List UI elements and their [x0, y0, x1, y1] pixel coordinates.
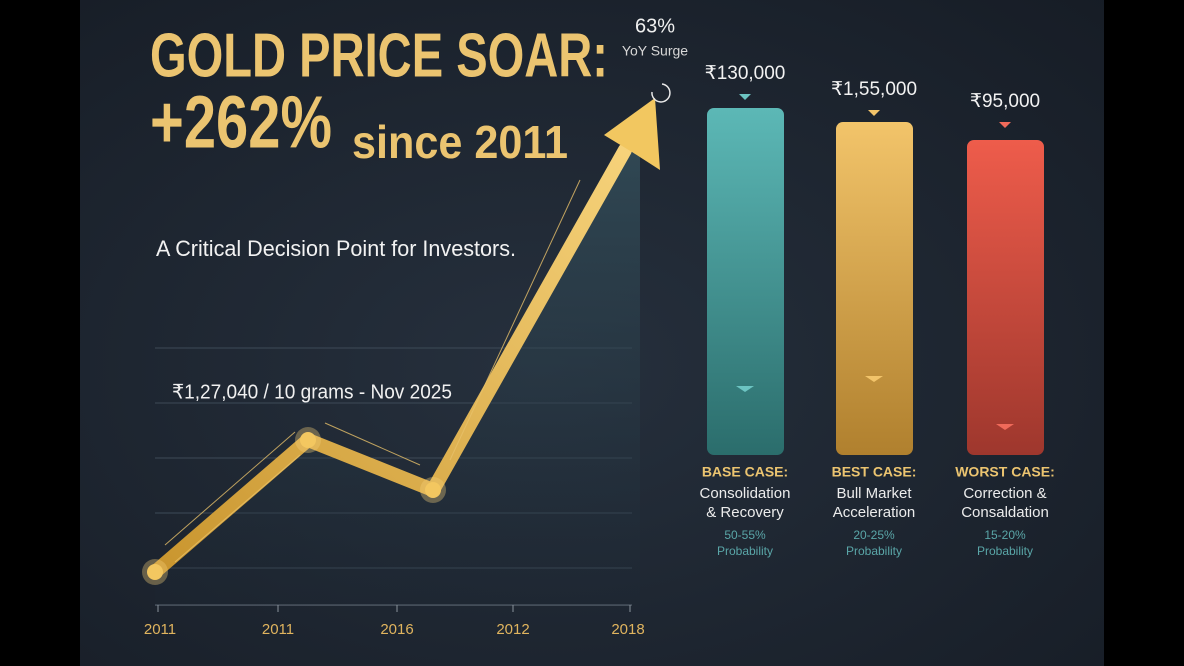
scenario-description: Bull Market — [836, 485, 912, 502]
pointer — [739, 94, 751, 100]
scenario-case: BASE CASE: — [702, 464, 788, 480]
x-ticks — [157, 605, 631, 612]
callout-label: YoY Surge — [622, 43, 688, 59]
subtitle: A Critical Decision Point for Investors. — [156, 236, 516, 261]
scenario-price: ₹95,000 — [970, 91, 1040, 112]
x-label: 2018 — [611, 621, 644, 638]
scenario-description: & Recovery — [706, 504, 784, 521]
scenario-price: ₹130,000 — [705, 63, 786, 84]
x-label: 2012 — [496, 621, 529, 638]
scenario-bar — [967, 140, 1044, 455]
pointer — [999, 122, 1011, 128]
scenario-description: Consaldation — [961, 504, 1049, 521]
title-figure: +262% — [150, 81, 332, 164]
scenario-price: ₹1,55,000 — [831, 79, 917, 100]
scenario-probability: 50-55% — [724, 528, 766, 542]
x-label: 2016 — [380, 621, 413, 638]
scenarios: ₹130,000 BASE CASE: Consolidation & Recover… — [700, 63, 1055, 558]
scenario-probability: Probability — [977, 544, 1033, 558]
scenario-probability: 15-20% — [984, 528, 1026, 542]
scenario-description: Consolidation — [700, 485, 791, 502]
callout-value: 63% — [635, 15, 675, 37]
x-labels: 2011 2011 2016 2012 2018 — [144, 621, 645, 638]
scenario-case: BEST CASE: — [832, 464, 917, 480]
scenario-bar — [836, 122, 913, 455]
trend-line — [148, 143, 632, 579]
arrow-head — [604, 98, 660, 170]
callout-icon — [651, 83, 671, 103]
annotation: ₹1,27,040 / 10 grams - Nov 2025 — [172, 381, 452, 403]
scenario-case: WORST CASE: — [955, 464, 1055, 480]
scenario-bar — [707, 108, 784, 455]
area — [155, 125, 640, 605]
pointer — [868, 110, 880, 116]
title: GOLD PRICE SOAR: — [150, 21, 608, 90]
bar-marker — [996, 424, 1014, 430]
scenario-probability: Probability — [846, 544, 902, 558]
scenario-description: Correction & — [963, 485, 1046, 502]
title-suffix: since 2011 — [352, 116, 568, 168]
guide-lines — [164, 179, 581, 563]
scenario-probability: Probability — [717, 544, 773, 558]
markers — [142, 427, 446, 585]
x-label: 2011 — [144, 621, 176, 638]
bar-marker — [865, 376, 883, 382]
bar-marker — [736, 386, 754, 392]
scenario-probability: 20-25% — [853, 528, 895, 542]
x-label: 2011 — [262, 621, 294, 638]
scenario-description: Acceleration — [833, 504, 916, 521]
